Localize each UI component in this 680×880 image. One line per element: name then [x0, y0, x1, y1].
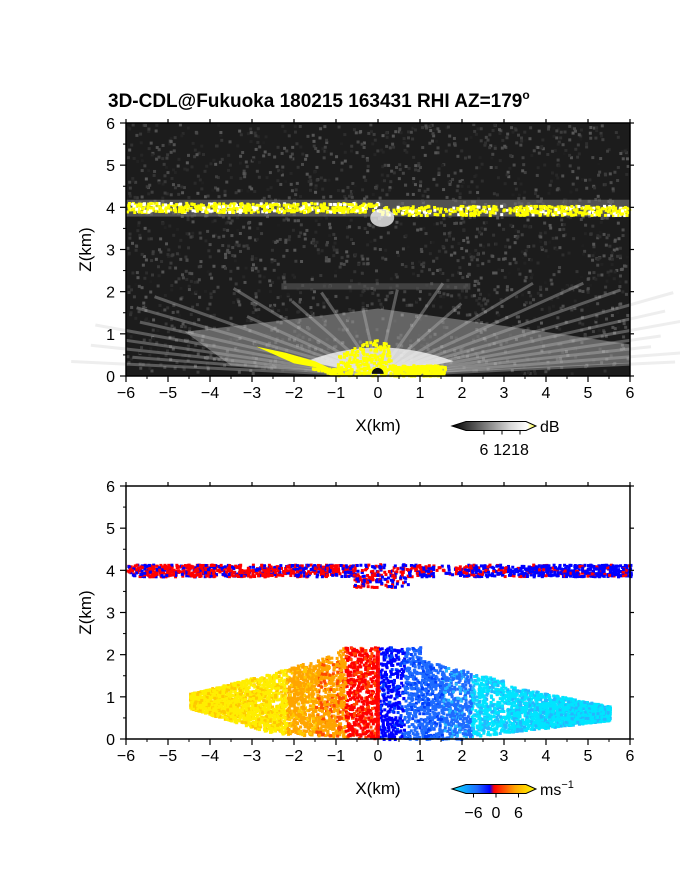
snr-xtick-label: −2	[285, 385, 303, 402]
snr-colorbar-tick-label: 6	[480, 442, 489, 459]
snr-xtick-label: 5	[584, 385, 593, 402]
snr-ytick-label: 0	[106, 369, 115, 386]
snr-ytick-label: 1	[106, 327, 115, 344]
snr-colorbar-tick-label: 12	[493, 442, 511, 459]
snr-xtick-label: 6	[626, 385, 635, 402]
snr-colorbar-unit: dB	[540, 419, 560, 436]
snr-x-axis-label: X(km)	[355, 416, 400, 435]
snr-xtick-label: −4	[201, 385, 219, 402]
snr-xtick-label: 3	[500, 385, 509, 402]
velocity-ytick-label: 3	[106, 606, 115, 623]
snr-xtick-label: −1	[327, 385, 345, 402]
velocity-cloud-layer	[126, 563, 633, 589]
velocity-xtick-label: 5	[584, 748, 593, 765]
velocity-x-axis-label: X(km)	[355, 779, 400, 798]
velocity-ytick-label: 0	[106, 732, 115, 749]
velocity-xtick-label: −4	[201, 748, 219, 765]
velocity-ytick-label: 1	[106, 690, 115, 707]
velocity-xtick-label: −6	[117, 748, 135, 765]
velocity-colorbar-tick-label: −6	[464, 805, 482, 822]
snr-ytick-label: 6	[106, 116, 115, 133]
velocity-colorbar-unit: ms−1	[540, 779, 574, 799]
snr-colorbar-tick-label: 18	[511, 442, 529, 459]
velocity-ytick-label: 5	[106, 521, 115, 538]
velocity-left-region	[189, 646, 381, 741]
velocity-colorbar-tick-label: 6	[514, 805, 523, 822]
velocity-ytick-label: 2	[106, 648, 115, 665]
snr-near-ground-echo	[256, 339, 448, 378]
velocity-xtick-label: −5	[159, 748, 177, 765]
snr-xtick-label: −5	[159, 385, 177, 402]
snr-colorbar	[450, 421, 538, 431]
snr-xtick-label: −6	[117, 385, 135, 402]
snr-y-axis-label: Z(km)	[76, 227, 95, 271]
snr-xtick-label: 1	[416, 385, 425, 402]
velocity-xtick-label: 2	[458, 748, 467, 765]
snr-ytick-label: 5	[106, 158, 115, 175]
snr-xtick-label: 2	[458, 385, 467, 402]
velocity-ytick-label: 6	[106, 479, 115, 496]
velocity-xtick-label: −3	[243, 748, 261, 765]
velocity-xtick-label: 1	[416, 748, 425, 765]
velocity-xtick-label: 6	[626, 748, 635, 765]
snr-xtick-label: 4	[542, 385, 551, 402]
snr-ytick-label: 3	[106, 243, 115, 260]
snr-ytick-label: 4	[106, 200, 115, 217]
velocity-xtick-label: 3	[500, 748, 509, 765]
velocity-xtick-label: 0	[374, 748, 383, 765]
velocity-xtick-label: −2	[285, 748, 303, 765]
chart-title: 3D-CDL@Fukuoka 180215 163431 RHI AZ=179o	[108, 88, 530, 112]
velocity-center-stripe	[375, 650, 380, 739]
snr-xtick-label: −3	[243, 385, 261, 402]
snr-xtick-label: 0	[374, 385, 383, 402]
snr-ytick-label: 2	[106, 285, 115, 302]
velocity-ytick-label: 4	[106, 563, 115, 580]
velocity-xtick-label: 4	[542, 748, 551, 765]
velocity-colorbar	[450, 784, 538, 794]
velocity-y-axis-label: Z(km)	[76, 590, 95, 634]
velocity-right-region	[378, 646, 612, 742]
velocity-xtick-label: −1	[327, 748, 345, 765]
velocity-colorbar-tick-label: 0	[492, 805, 501, 822]
snr-faint-band	[281, 283, 471, 290]
